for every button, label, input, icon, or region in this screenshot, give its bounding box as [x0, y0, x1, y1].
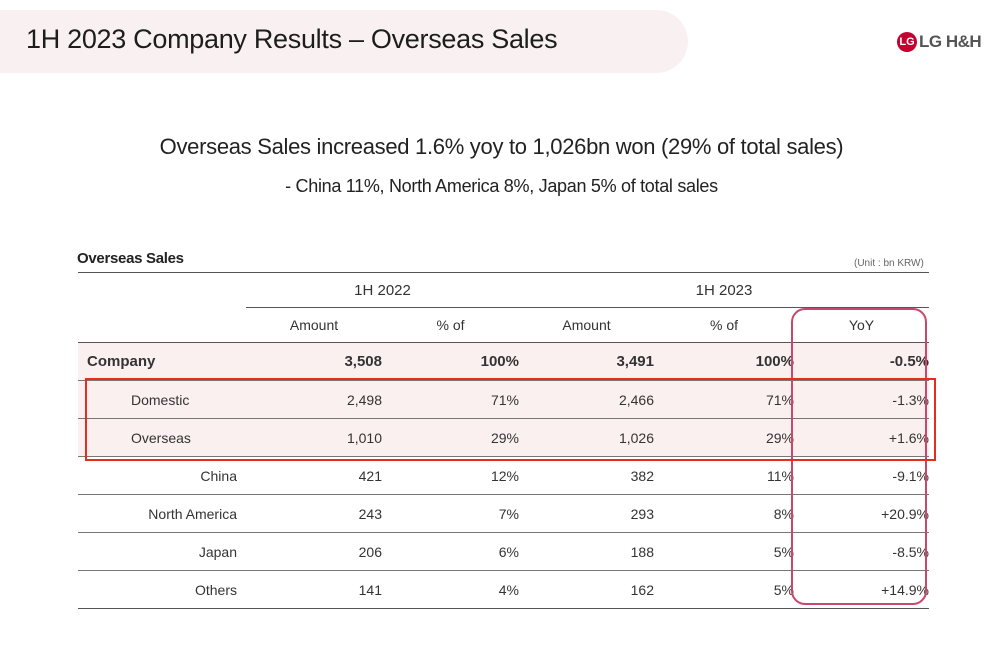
cell-value: 12% — [382, 456, 519, 495]
company-logo: LG LG H&H — [897, 31, 982, 53]
row-label: Company — [78, 342, 246, 381]
column-header: Amount — [246, 307, 382, 343]
page-title: 1H 2023 Company Results – Overseas Sales — [26, 24, 558, 54]
cell-value: 3,508 — [246, 342, 382, 381]
column-header: % of — [382, 307, 519, 343]
cell-value: 421 — [246, 456, 382, 495]
cell-value: -0.5% — [794, 342, 929, 381]
column-header: Amount — [519, 307, 654, 343]
cell-value: 29% — [382, 418, 519, 457]
table-row-others: Others 141 4% 162 5% +14.9% — [78, 570, 929, 609]
cell-value: -1.3% — [794, 380, 929, 419]
cell-value: 7% — [382, 494, 519, 533]
table-row-japan: Japan 206 6% 188 5% -8.5% — [78, 532, 929, 571]
lg-logo-icon: LG — [897, 32, 917, 52]
table-row-domestic: Domestic 2,498 71% 2,466 71% -1.3% — [78, 380, 929, 419]
cell-value: 2,498 — [246, 380, 382, 419]
cell-value: 29% — [654, 418, 794, 457]
cell-value: +1.6% — [794, 418, 929, 457]
period-header-1h2023: 1H 2023 — [519, 273, 929, 308]
header-blank — [78, 307, 246, 343]
table-row-china: China 421 12% 382 11% -9.1% — [78, 456, 929, 495]
cell-value: 293 — [519, 494, 654, 533]
cell-value: 141 — [246, 570, 382, 609]
cell-value: 243 — [246, 494, 382, 533]
cell-value: +14.9% — [794, 570, 929, 609]
column-header: % of — [654, 307, 794, 343]
column-header-row: Amount % of Amount % of YoY — [78, 307, 929, 343]
table-row-overseas: Overseas 1,010 29% 1,026 29% +1.6% — [78, 418, 929, 457]
cell-value: 188 — [519, 532, 654, 571]
cell-value: 11% — [654, 456, 794, 495]
title-banner — [0, 10, 688, 73]
period-header-row: 1H 2022 1H 2023 — [78, 273, 929, 308]
table-row-company: Company 3,508 100% 3,491 100% -0.5% — [78, 342, 929, 381]
headline: Overseas Sales increased 1.6% yoy to 1,0… — [159, 134, 844, 159]
row-label: Domestic — [78, 380, 246, 419]
cell-value: 2,466 — [519, 380, 654, 419]
cell-value: 5% — [654, 532, 794, 571]
row-label: China — [78, 456, 246, 495]
cell-value: 100% — [654, 342, 794, 381]
cell-value: 206 — [246, 532, 382, 571]
unit-note: (Unit : bn KRW) — [854, 258, 924, 269]
row-label: North America — [78, 494, 246, 533]
cell-value: +20.9% — [794, 494, 929, 533]
table-section-label: Overseas Sales — [77, 250, 184, 267]
cell-value: -9.1% — [794, 456, 929, 495]
header-blank — [78, 273, 246, 308]
cell-value: 71% — [382, 380, 519, 419]
cell-value: 1,010 — [246, 418, 382, 457]
cell-value: 8% — [654, 494, 794, 533]
period-header-1h2022: 1H 2022 — [246, 273, 519, 308]
column-header-yoy: YoY — [794, 307, 929, 343]
subheadline: - China 11%, North America 8%, Japan 5% … — [285, 176, 718, 196]
cell-value: 4% — [382, 570, 519, 609]
cell-value: 100% — [382, 342, 519, 381]
cell-value: 162 — [519, 570, 654, 609]
table-row-north-america: North America 243 7% 293 8% +20.9% — [78, 494, 929, 533]
overseas-sales-table: 1H 2022 1H 2023 Amount % of Amount % of … — [78, 272, 929, 609]
cell-value: 71% — [654, 380, 794, 419]
row-label: Japan — [78, 532, 246, 571]
cell-value: 6% — [382, 532, 519, 571]
cell-value: 5% — [654, 570, 794, 609]
row-label: Overseas — [78, 418, 246, 457]
logo-text: LG H&H — [919, 32, 982, 51]
cell-value: 3,491 — [519, 342, 654, 381]
cell-value: 382 — [519, 456, 654, 495]
row-label: Others — [78, 570, 246, 609]
cell-value: -8.5% — [794, 532, 929, 571]
cell-value: 1,026 — [519, 418, 654, 457]
